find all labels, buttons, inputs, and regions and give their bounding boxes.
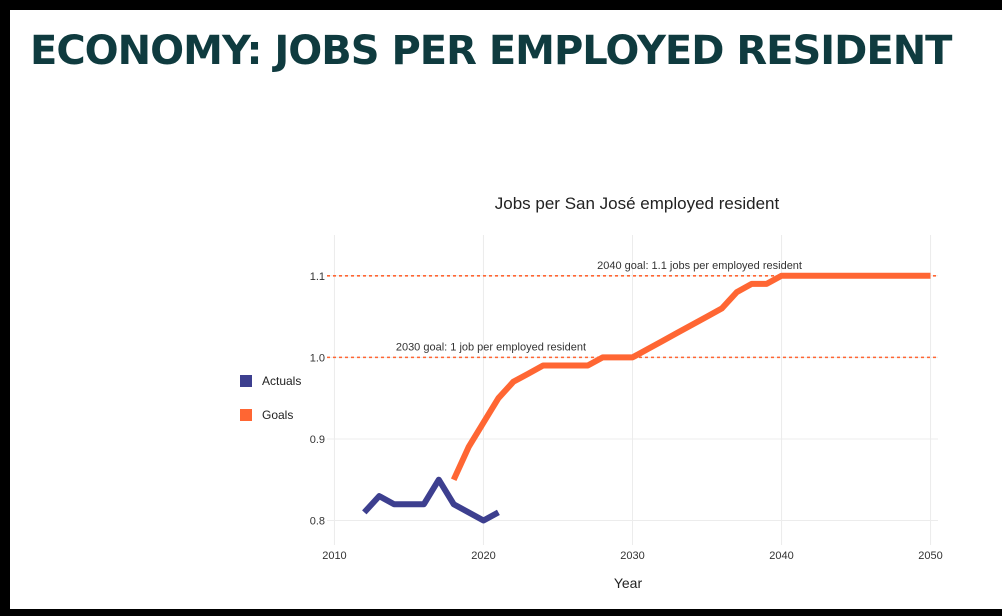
reference-line-label: 2030 goal: 1 job per employed resident xyxy=(396,341,586,353)
x-axis-title: Year xyxy=(614,575,643,591)
y-tick-label: 1.0 xyxy=(310,352,325,364)
legend: Actuals Goals xyxy=(240,374,301,422)
legend-label-goals: Goals xyxy=(262,408,293,422)
y-tick-label: 0.9 xyxy=(310,434,325,446)
legend-swatch-goals xyxy=(240,409,252,421)
grid xyxy=(327,235,938,545)
y-tick-label: 1.1 xyxy=(310,271,325,283)
chart-title: Jobs per San José employed resident xyxy=(495,194,780,213)
reference-lines: 2040 goal: 1.1 jobs per employed residen… xyxy=(327,260,938,359)
x-tick-label: 2020 xyxy=(471,550,495,562)
x-tick-label: 2040 xyxy=(769,550,793,562)
x-tick-label: 2010 xyxy=(322,550,346,562)
series-line-goals xyxy=(450,272,931,481)
x-tick-label: 2050 xyxy=(918,550,942,562)
x-tick-label: 2030 xyxy=(620,550,644,562)
y-tick-label: 0.8 xyxy=(310,516,325,528)
reference-line-label: 2040 goal: 1.1 jobs per employed residen… xyxy=(597,260,802,272)
slide-title: ECONOMY: JOBS PER EMPLOYED RESIDENT xyxy=(30,28,952,74)
legend-label-actuals: Actuals xyxy=(262,374,301,388)
tick-labels: 2010 2020 2030 2040 2050 0.8 0.9 1.0 1.1 xyxy=(310,271,943,562)
series-line-actuals xyxy=(362,476,500,524)
series-lines xyxy=(362,272,931,524)
legend-swatch-actuals xyxy=(240,375,252,387)
